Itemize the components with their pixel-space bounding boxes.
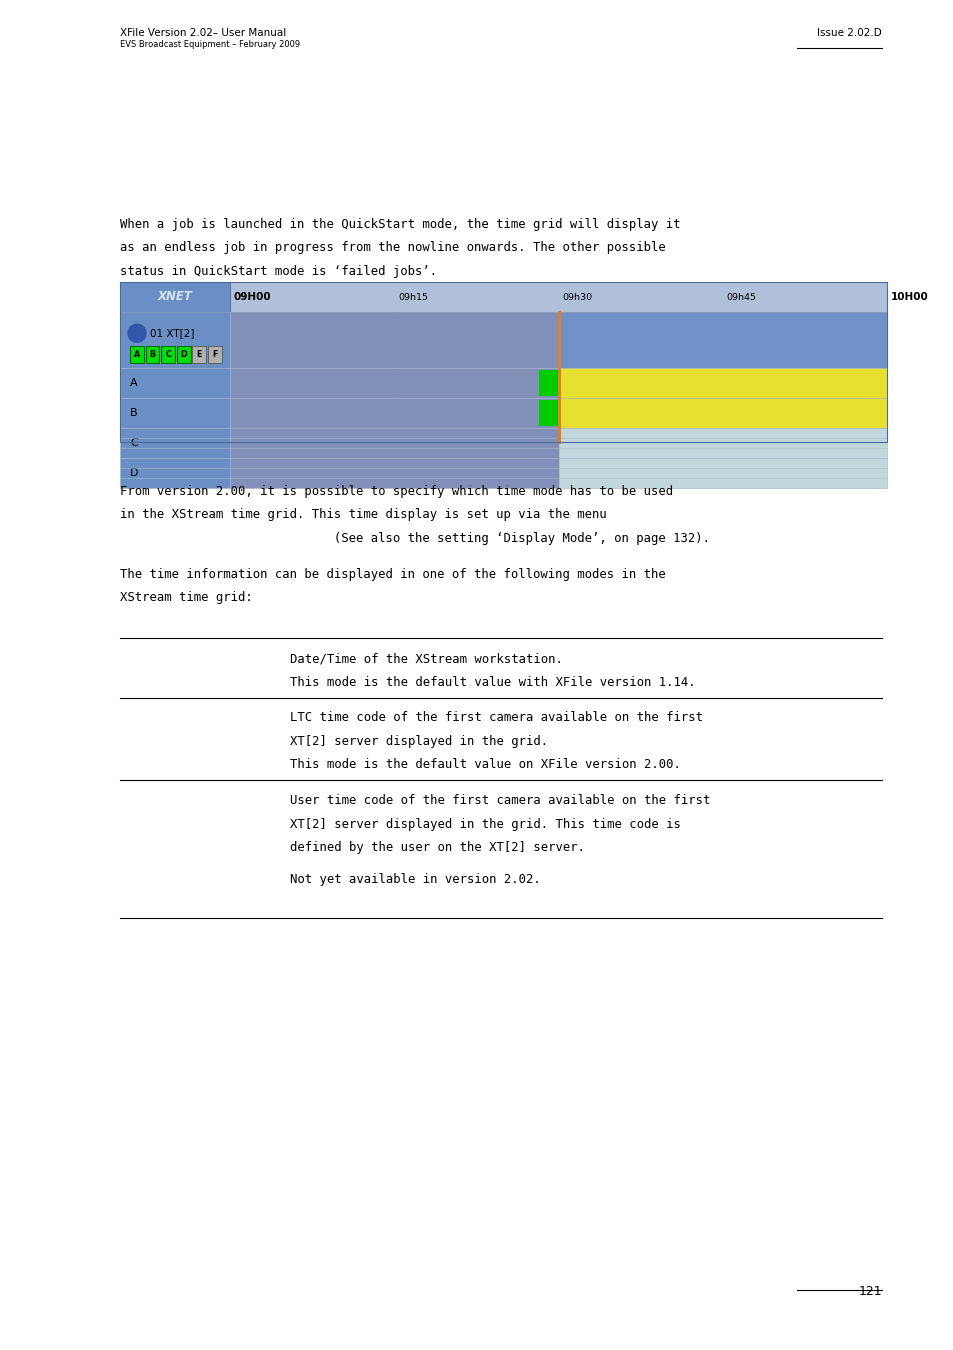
Bar: [230, 282, 886, 312]
Text: 121: 121: [858, 1285, 882, 1297]
Bar: [120, 282, 886, 441]
Text: C: C: [130, 437, 137, 448]
Text: When a job is launched in the QuickStart mode, the time grid will display it: When a job is launched in the QuickStart…: [120, 217, 679, 231]
Bar: [558, 428, 886, 458]
Bar: [176, 346, 191, 363]
Text: 09h30: 09h30: [562, 293, 592, 301]
Text: A: A: [130, 378, 137, 387]
Text: Not yet available in version 2.02.: Not yet available in version 2.02.: [290, 873, 540, 886]
Bar: [537, 370, 558, 396]
Text: B: B: [150, 350, 155, 359]
Bar: [230, 428, 558, 458]
Text: E: E: [196, 350, 202, 359]
Bar: [120, 369, 230, 398]
Bar: [120, 282, 230, 312]
Text: XFile Version 2.02– User Manual: XFile Version 2.02– User Manual: [120, 28, 286, 38]
Bar: [161, 346, 174, 363]
Text: XT[2] server displayed in the grid.: XT[2] server displayed in the grid.: [290, 734, 548, 748]
Bar: [120, 458, 230, 487]
Text: LTC time code of the first camera available on the first: LTC time code of the first camera availa…: [290, 711, 702, 725]
Text: B: B: [130, 408, 137, 418]
Text: defined by the user on the XT[2] server.: defined by the user on the XT[2] server.: [290, 841, 584, 855]
Text: A: A: [133, 350, 140, 359]
Text: status in QuickStart mode is ‘failed jobs’.: status in QuickStart mode is ‘failed job…: [120, 265, 436, 278]
Text: D: D: [130, 468, 138, 478]
Bar: [193, 346, 206, 363]
Bar: [558, 458, 886, 487]
Text: XT[2] server displayed in the grid. This time code is: XT[2] server displayed in the grid. This…: [290, 818, 680, 832]
Bar: [120, 428, 230, 458]
Text: EVS Broadcast Equipment – February 2009: EVS Broadcast Equipment – February 2009: [120, 40, 300, 49]
Text: in the XStream time grid. This time display is set up via the menu: in the XStream time grid. This time disp…: [120, 509, 606, 521]
Bar: [558, 312, 886, 369]
Text: Issue 2.02.D: Issue 2.02.D: [817, 28, 882, 38]
Text: Date/Time of the XStream workstation.: Date/Time of the XStream workstation.: [290, 652, 562, 666]
Text: F: F: [212, 350, 217, 359]
Bar: [230, 312, 558, 369]
Text: From version 2.00, it is possible to specify which time mode has to be used: From version 2.00, it is possible to spe…: [120, 485, 673, 498]
Bar: [558, 398, 886, 428]
Bar: [208, 346, 221, 363]
Text: 01 XT[2]: 01 XT[2]: [150, 328, 194, 339]
Bar: [120, 398, 230, 428]
Text: This mode is the default value with XFile version 1.14.: This mode is the default value with XFil…: [290, 675, 695, 688]
Circle shape: [128, 324, 146, 343]
Bar: [146, 346, 159, 363]
Bar: [537, 400, 558, 427]
Text: 10H00: 10H00: [890, 292, 928, 302]
Bar: [130, 346, 144, 363]
Bar: [230, 369, 558, 398]
Bar: [230, 398, 558, 428]
Text: XStream time grid:: XStream time grid:: [120, 591, 253, 605]
Text: XNET: XNET: [157, 290, 193, 304]
Bar: [230, 458, 558, 487]
Text: This mode is the default value on XFile version 2.00.: This mode is the default value on XFile …: [290, 759, 680, 771]
Text: The time information can be displayed in one of the following modes in the: The time information can be displayed in…: [120, 568, 665, 580]
Text: as an endless job in progress from the nowline onwards. The other possible: as an endless job in progress from the n…: [120, 242, 665, 255]
Text: 09H00: 09H00: [233, 292, 272, 302]
Text: 09h45: 09h45: [726, 293, 756, 301]
Text: D: D: [180, 350, 187, 359]
Text: (See also the setting ‘Display Mode’, on page 132).: (See also the setting ‘Display Mode’, on…: [120, 532, 709, 545]
Text: C: C: [165, 350, 171, 359]
Text: 09h15: 09h15: [397, 293, 428, 301]
Bar: [120, 312, 230, 369]
Bar: [558, 369, 886, 398]
Text: User time code of the first camera available on the first: User time code of the first camera avail…: [290, 795, 710, 807]
